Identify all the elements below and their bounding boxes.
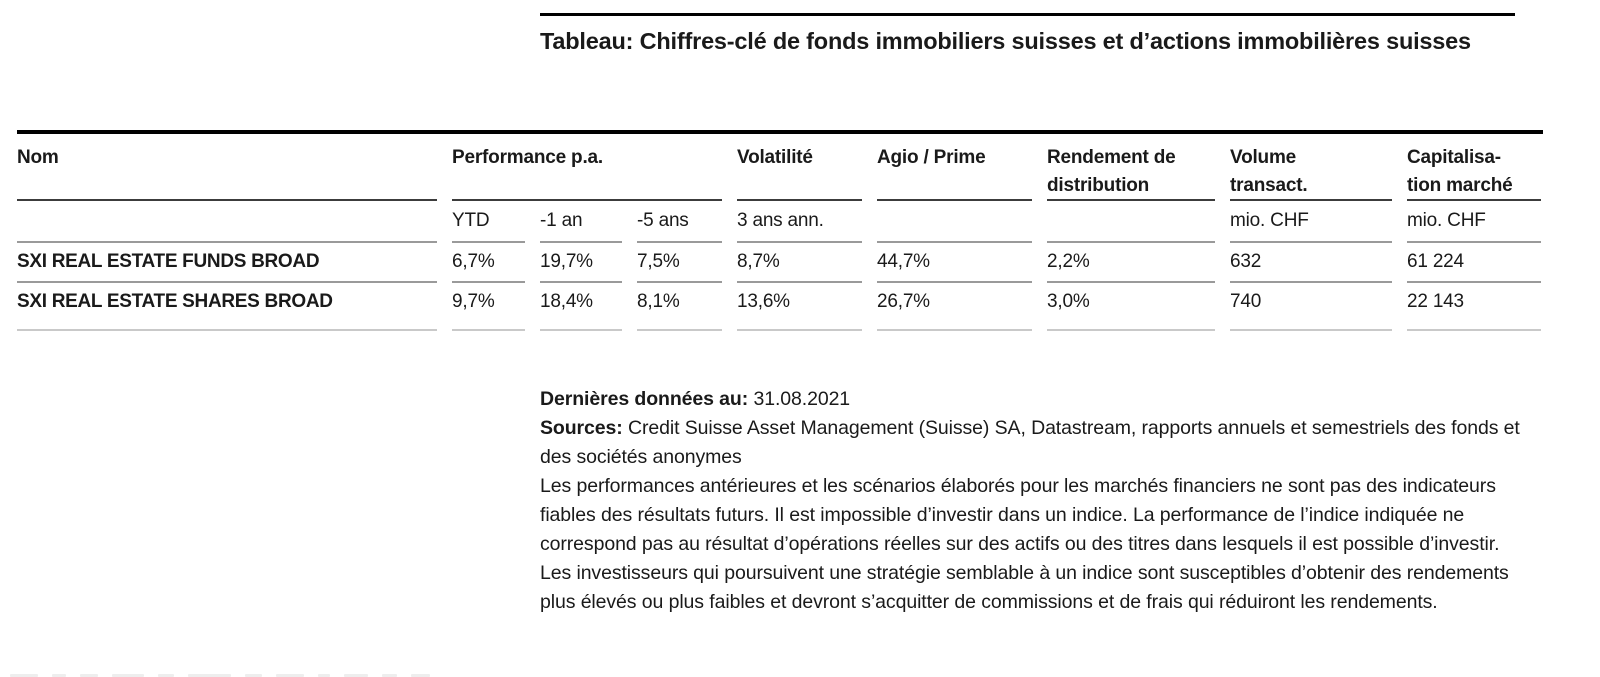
row-funds-broad-volatilite: 8,7% — [737, 243, 877, 283]
last-data-line: Dernières données au: 31.08.2021 — [540, 385, 1535, 414]
row-funds-broad-volume: 632 — [1230, 243, 1407, 283]
column-header-agio-prime: Agio / Prime — [877, 134, 1047, 201]
subheader-cap-mio-chf: mio. CHF — [1407, 201, 1543, 243]
last-data-value: 31.08.2021 — [748, 388, 851, 410]
column-header-volatilite: Volatilité — [737, 134, 877, 201]
title-top-rule — [540, 13, 1515, 16]
subheader-volume-mio-chf: mio. CHF — [1230, 201, 1407, 243]
column-header-volume-transact: Volume transact. — [1230, 134, 1407, 201]
row-funds-broad-capitalisation: 61 224 — [1407, 243, 1543, 283]
key-figures-table: Nom Performance p.a. Volatilité Agio / P… — [17, 130, 1543, 331]
subheader-3ans-ann: 3 ans ann. — [737, 201, 877, 243]
subheader-agio-empty — [877, 201, 1047, 243]
row-funds-broad-ytd: 6,7% — [452, 243, 540, 283]
column-header-performance: Performance p.a. — [452, 134, 737, 201]
row-funds-broad-5ans: 7,5% — [637, 243, 737, 283]
row-shares-broad-rendement: 3,0% — [1047, 283, 1230, 331]
page-title: Tableau: Chiffres-clé de fonds immobilie… — [540, 28, 1471, 54]
performance-disclaimer: Les performances antérieures et les scén… — [540, 475, 1509, 613]
row-shares-broad-volatilite: 13,6% — [737, 283, 877, 331]
column-header-nom: Nom — [17, 134, 452, 201]
column-header-capitalisation-marche: Capitalisa- tion marché — [1407, 134, 1543, 201]
row-shares-broad-ytd: 9,7% — [452, 283, 540, 331]
sources-value: Credit Suisse Asset Management (Suisse) … — [540, 417, 1520, 468]
row-shares-broad-agio: 26,7% — [877, 283, 1047, 331]
column-header-rendement-distribution: Rendement de distribution — [1047, 134, 1230, 201]
row-shares-broad-1an: 18,4% — [540, 283, 637, 331]
row-shares-broad-name: SXI REAL ESTATE SHARES BROAD — [17, 283, 452, 331]
page-bottom-cutoff-artifact — [10, 673, 430, 677]
sources-label: Sources: — [540, 417, 623, 439]
sources-line: Sources: Credit Suisse Asset Management … — [540, 414, 1535, 472]
subheader-rendement-empty — [1047, 201, 1230, 243]
row-funds-broad-rendement: 2,2% — [1047, 243, 1230, 283]
row-funds-broad-1an: 19,7% — [540, 243, 637, 283]
row-funds-broad-agio: 44,7% — [877, 243, 1047, 283]
title-block: Tableau: Chiffres-clé de fonds immobilie… — [540, 0, 1520, 57]
row-shares-broad-capitalisation: 22 143 — [1407, 283, 1543, 331]
subheader-1an: -1 an — [540, 201, 637, 243]
row-funds-broad-name: SXI REAL ESTATE FUNDS BROAD — [17, 243, 452, 283]
row-shares-broad-5ans: 8,1% — [637, 283, 737, 331]
footnotes-block: Dernières données au: 31.08.2021 Sources… — [540, 385, 1535, 617]
last-data-label: Dernières données au: — [540, 388, 749, 410]
subheader-nom — [17, 201, 452, 243]
subheader-5ans: -5 ans — [637, 201, 737, 243]
row-shares-broad-volume: 740 — [1230, 283, 1407, 331]
subheader-ytd: YTD — [452, 201, 540, 243]
